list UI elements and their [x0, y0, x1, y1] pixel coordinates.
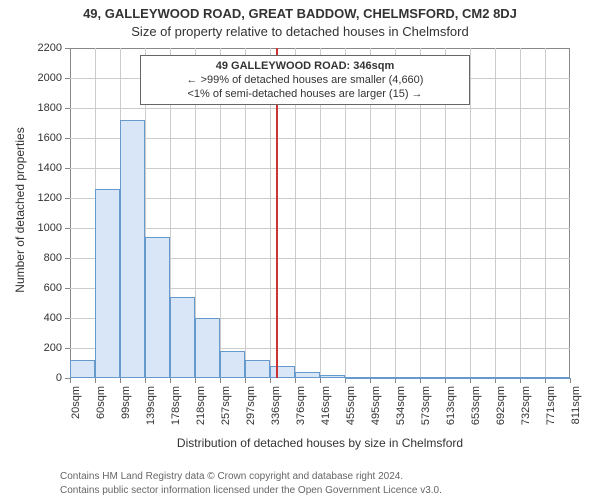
histogram-bar [195, 318, 220, 378]
x-tick-label: 732sqm [520, 386, 532, 436]
histogram-bar [370, 377, 395, 379]
y-tick-label: 1600 [0, 132, 62, 144]
chart-title-address: 49, GALLEYWOOD ROAD, GREAT BADDOW, CHELM… [0, 6, 600, 21]
y-tick-mark [65, 348, 70, 349]
y-tick-mark [65, 228, 70, 229]
x-tick-mark [170, 378, 171, 383]
x-gridline [495, 48, 496, 378]
x-tick-label: 692sqm [495, 386, 507, 436]
histogram-bar [70, 360, 95, 378]
histogram-bar [95, 189, 120, 378]
x-tick-mark [220, 378, 221, 383]
y-tick-label: 1800 [0, 102, 62, 114]
x-tick-label: 495sqm [370, 386, 382, 436]
y-tick-label: 1400 [0, 162, 62, 174]
x-tick-mark [370, 378, 371, 383]
y-tick-mark [65, 198, 70, 199]
x-tick-mark [270, 378, 271, 383]
y-tick-label: 2200 [0, 42, 62, 54]
histogram-bar [420, 377, 445, 379]
x-tick-label: 455sqm [345, 386, 357, 436]
x-tick-mark [570, 378, 571, 383]
x-tick-label: 613sqm [445, 386, 457, 436]
histogram-bar [320, 375, 345, 378]
x-tick-mark [95, 378, 96, 383]
y-tick-label: 400 [0, 312, 62, 324]
histogram-bar [545, 377, 570, 379]
x-tick-label: 573sqm [420, 386, 432, 436]
y-tick-label: 1200 [0, 192, 62, 204]
x-gridline [520, 48, 521, 378]
x-tick-label: 178sqm [170, 386, 182, 436]
x-tick-label: 653sqm [470, 386, 482, 436]
x-tick-label: 297sqm [245, 386, 257, 436]
y-tick-label: 200 [0, 342, 62, 354]
x-tick-label: 416sqm [320, 386, 332, 436]
x-tick-mark [70, 378, 71, 383]
y-tick-mark [65, 48, 70, 49]
x-tick-label: 811sqm [570, 386, 582, 436]
property-size-histogram: 49, GALLEYWOOD ROAD, GREAT BADDOW, CHELM… [0, 0, 600, 500]
x-gridline [470, 48, 471, 378]
histogram-bar [245, 360, 270, 378]
annotation-line-smaller: ← >99% of detached houses are smaller (4… [147, 73, 463, 87]
x-tick-label: 771sqm [545, 386, 557, 436]
y-tick-mark [65, 258, 70, 259]
histogram-bar [170, 297, 195, 378]
annotation-box: 49 GALLEYWOOD ROAD: 346sqm← >99% of deta… [140, 55, 470, 106]
y-tick-label: 2000 [0, 72, 62, 84]
x-tick-mark [195, 378, 196, 383]
histogram-bar [145, 237, 170, 378]
histogram-bar [520, 377, 545, 379]
x-tick-mark [295, 378, 296, 383]
x-gridline [545, 48, 546, 378]
histogram-bar [270, 366, 295, 378]
footer-copyright-1: Contains HM Land Registry data © Crown c… [60, 471, 403, 482]
y-tick-label: 1000 [0, 222, 62, 234]
histogram-bar [445, 377, 470, 379]
x-tick-mark [145, 378, 146, 383]
histogram-bar [120, 120, 145, 378]
histogram-bar [345, 377, 370, 379]
x-tick-label: 534sqm [395, 386, 407, 436]
histogram-bar [470, 377, 495, 379]
y-tick-mark [65, 318, 70, 319]
x-axis-label: Distribution of detached houses by size … [70, 436, 570, 450]
x-tick-mark [245, 378, 246, 383]
annotation-line-larger: <1% of semi-detached houses are larger (… [147, 87, 463, 101]
x-tick-mark [320, 378, 321, 383]
x-tick-label: 218sqm [195, 386, 207, 436]
x-tick-label: 376sqm [295, 386, 307, 436]
y-tick-label: 600 [0, 282, 62, 294]
y-tick-mark [65, 288, 70, 289]
y-tick-mark [65, 78, 70, 79]
x-tick-label: 99sqm [120, 386, 132, 436]
y-tick-label: 800 [0, 252, 62, 264]
x-tick-mark [120, 378, 121, 383]
x-tick-label: 336sqm [270, 386, 282, 436]
chart-subtitle: Size of property relative to detached ho… [0, 24, 600, 39]
y-tick-mark [65, 138, 70, 139]
histogram-bar [295, 372, 320, 378]
x-tick-label: 139sqm [145, 386, 157, 436]
annotation-title: 49 GALLEYWOOD ROAD: 346sqm [147, 59, 463, 73]
y-tick-mark [65, 168, 70, 169]
x-tick-label: 60sqm [95, 386, 107, 436]
histogram-bar [495, 377, 520, 379]
y-tick-mark [65, 108, 70, 109]
histogram-bar [395, 377, 420, 379]
footer-copyright-2: Contains public sector information licen… [60, 485, 442, 496]
y-tick-label: 0 [0, 372, 62, 384]
x-tick-mark [345, 378, 346, 383]
histogram-bar [220, 351, 245, 378]
x-tick-label: 20sqm [70, 386, 82, 436]
x-tick-label: 257sqm [220, 386, 232, 436]
